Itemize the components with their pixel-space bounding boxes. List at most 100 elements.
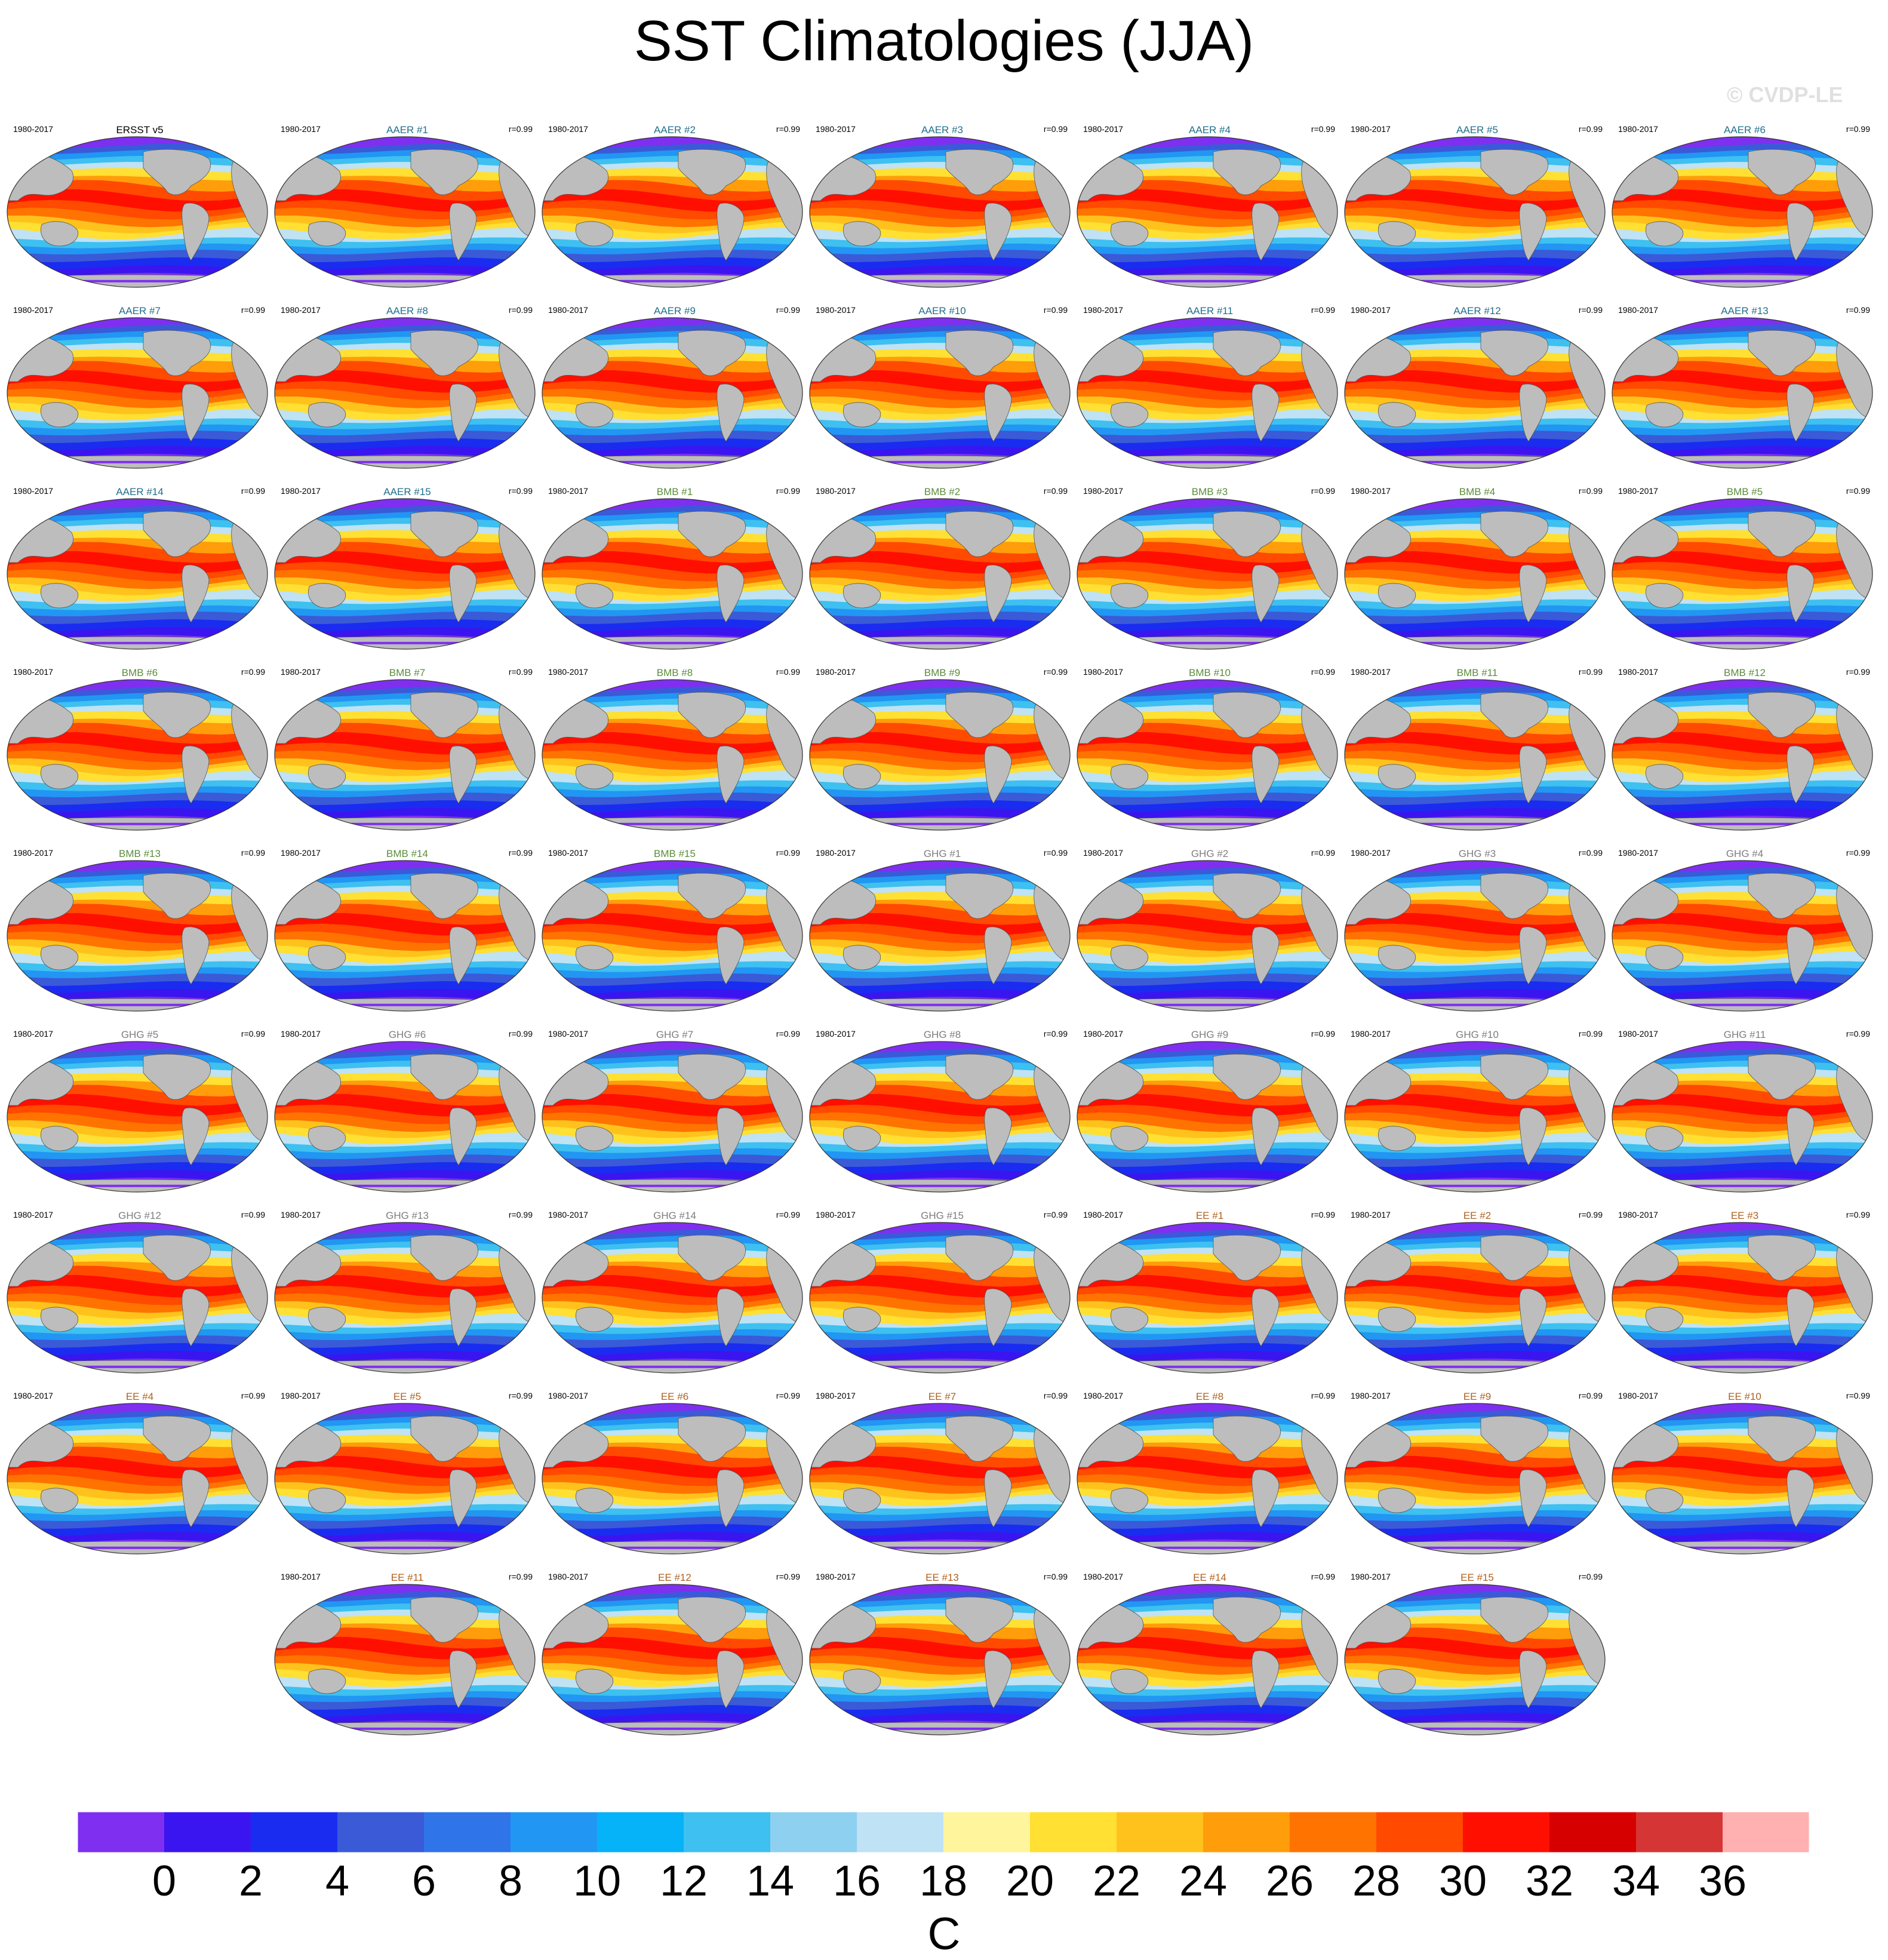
map-panel: 1980-2017 EE #15 r=0.99 <box>1343 1572 1611 1745</box>
landmass <box>308 221 346 247</box>
panel-correlation: r=0.99 <box>508 848 533 858</box>
landmass <box>182 202 210 261</box>
landmass <box>1519 383 1547 442</box>
landmass <box>678 149 746 195</box>
landmass <box>1252 564 1280 623</box>
landmass <box>1519 1650 1547 1709</box>
landmass <box>945 511 1013 557</box>
colorbar-swatch <box>597 1812 684 1853</box>
sst-map <box>1077 136 1338 288</box>
sst-map <box>1612 1222 1873 1374</box>
panel-title: AAER #4 <box>1189 124 1231 136</box>
sst-map <box>7 1041 268 1193</box>
panel-period: 1980-2017 <box>1351 1210 1391 1219</box>
panel-title: GHG #10 <box>1456 1029 1499 1040</box>
figure-title: SST Climatologies (JJA) <box>634 9 1254 73</box>
landmass <box>1480 1234 1548 1281</box>
panel-correlation: r=0.99 <box>241 486 265 496</box>
landmass <box>1748 330 1816 376</box>
landmass <box>449 926 477 985</box>
landmass <box>678 511 746 557</box>
landmass <box>449 202 477 261</box>
landmass <box>1786 202 1815 261</box>
sst-map <box>1077 1222 1338 1374</box>
sst-map <box>809 679 1071 831</box>
panel-title: BMB #15 <box>654 848 696 859</box>
map-frame <box>542 860 803 1012</box>
panel-title: EE #4 <box>125 1391 154 1402</box>
sst-map <box>542 1222 803 1374</box>
panel-correlation: r=0.99 <box>1846 1210 1870 1219</box>
landmass <box>1519 564 1547 623</box>
landmass <box>1480 1596 1548 1643</box>
landmass <box>945 873 1013 919</box>
landmass <box>1378 583 1416 609</box>
landmass <box>843 1307 881 1332</box>
panel-period: 1980-2017 <box>1083 667 1123 677</box>
panel-period: 1980-2017 <box>13 486 53 496</box>
landmass <box>1786 1469 1815 1528</box>
landmass <box>984 383 1012 442</box>
colorbar-swatch <box>1203 1812 1290 1853</box>
map-panel: 1980-2017 BMB #6 r=0.99 <box>6 667 273 840</box>
panel-period: 1980-2017 <box>1618 1029 1658 1039</box>
landmass <box>1111 1307 1149 1332</box>
panel-title: BMB #9 <box>924 667 961 678</box>
landmass <box>717 202 745 261</box>
landmass <box>717 745 745 804</box>
map-frame <box>274 1222 536 1374</box>
landmass <box>1111 945 1149 970</box>
map-panel: 1980-2017 GHG #8 r=0.99 <box>808 1029 1076 1202</box>
panel-period: 1980-2017 <box>816 124 856 134</box>
map-frame <box>1344 1041 1606 1193</box>
sst-map <box>542 498 803 650</box>
landmass <box>717 1650 745 1709</box>
landmass <box>1378 945 1416 970</box>
colorbar-tick-label: 34 <box>1612 1857 1660 1905</box>
colorbar-tick-label: 28 <box>1352 1857 1400 1905</box>
map-panel: 1980-2017 EE #10 r=0.99 <box>1611 1391 1878 1564</box>
sst-map <box>1612 860 1873 1012</box>
landmass <box>1213 692 1281 738</box>
colorbar-swatch <box>943 1812 1030 1853</box>
panel-period: 1980-2017 <box>1351 124 1391 134</box>
panel-period: 1980-2017 <box>281 486 321 496</box>
sst-map <box>1612 498 1873 650</box>
panel-period: 1980-2017 <box>1083 305 1123 315</box>
panel-period: 1980-2017 <box>1083 1391 1123 1400</box>
panel-correlation: r=0.99 <box>1846 1029 1870 1039</box>
map-panel: 1980-2017 EE #6 r=0.99 <box>541 1391 808 1564</box>
panel-title: GHG #4 <box>1726 848 1764 859</box>
panel-correlation: r=0.99 <box>776 486 800 496</box>
landmass <box>576 1488 614 1513</box>
landmass <box>678 1234 746 1281</box>
panel-period: 1980-2017 <box>1351 305 1391 315</box>
panel-period: 1980-2017 <box>1618 1391 1658 1400</box>
map-frame <box>274 498 536 650</box>
sst-map <box>7 1403 268 1555</box>
landmass <box>41 1126 79 1151</box>
landmass <box>843 764 881 789</box>
panel-title: GHG #8 <box>923 1029 961 1040</box>
landmass <box>449 1288 477 1347</box>
colorbar-tick-label: 16 <box>833 1857 881 1905</box>
map-panel: 1980-2017 AAER #1 r=0.99 <box>273 124 541 297</box>
panel-title: EE #8 <box>1195 1391 1224 1402</box>
landmass <box>41 1488 79 1513</box>
landmass <box>1111 1126 1149 1151</box>
panel-title: EE #1 <box>1195 1210 1224 1221</box>
landmass <box>1786 564 1815 623</box>
map-frame <box>809 860 1071 1012</box>
map-frame <box>809 498 1071 650</box>
colorbar-swatch <box>424 1812 511 1853</box>
panel-period: 1980-2017 <box>816 1391 856 1400</box>
landmass <box>41 402 79 428</box>
colorbar-swatch <box>78 1812 164 1853</box>
map-panel: 1980-2017 AAER #11 r=0.99 <box>1076 305 1343 478</box>
panel-correlation: r=0.99 <box>508 667 533 677</box>
sst-map <box>274 317 536 469</box>
panel-correlation: r=0.99 <box>1578 1391 1603 1400</box>
landmass <box>576 1669 614 1694</box>
landmass <box>1519 1288 1547 1347</box>
panel-period: 1980-2017 <box>1618 848 1658 858</box>
